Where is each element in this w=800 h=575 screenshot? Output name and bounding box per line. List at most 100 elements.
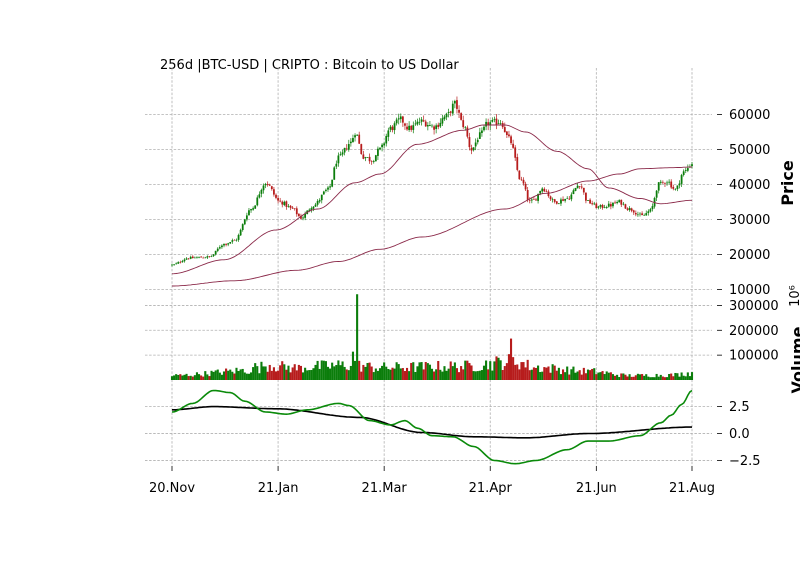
- volume-bar: [397, 364, 400, 380]
- candle-body: [678, 183, 681, 186]
- volume-bar: [624, 374, 627, 380]
- candle-body: [632, 210, 635, 213]
- candle-body: [462, 120, 465, 128]
- candle-body: [275, 194, 277, 198]
- volume-bar: [420, 362, 423, 380]
- volume-bar: [422, 369, 425, 380]
- candle-body: [187, 258, 190, 260]
- volume-bar: [381, 365, 384, 380]
- candle-body: [535, 199, 537, 201]
- volume-bar: [185, 373, 188, 380]
- volume-bar: [256, 366, 259, 380]
- volume-bar: [322, 360, 325, 380]
- candle-body: [329, 186, 331, 188]
- volume-bar: [464, 360, 467, 380]
- candle-body: [439, 122, 442, 127]
- volume-bar: [360, 371, 363, 380]
- candle-body: [335, 163, 338, 167]
- volume-bar: [451, 366, 454, 380]
- candle-body: [528, 200, 531, 201]
- volume-bar: [195, 372, 199, 380]
- volume-bar: [514, 364, 517, 380]
- candle-body: [514, 147, 517, 158]
- volume-bar: [491, 370, 494, 380]
- volume-bar: [175, 374, 178, 380]
- candle-body: [304, 213, 307, 218]
- volume-bar: [249, 372, 253, 380]
- candle-body: [218, 247, 221, 249]
- candle-body: [385, 135, 388, 144]
- volume-bar: [474, 371, 477, 380]
- candle-body: [524, 183, 527, 190]
- volume-bar: [541, 371, 544, 380]
- candle-body: [614, 202, 616, 204]
- candle-body: [470, 147, 473, 151]
- candle-body: [291, 207, 294, 209]
- volume-bar: [239, 369, 242, 380]
- volume-unit-label: 10⁶: [788, 285, 800, 307]
- volume-bar: [609, 372, 612, 380]
- volume-bar: [559, 374, 563, 380]
- volume-bar: [547, 366, 550, 380]
- volume-bar: [293, 364, 296, 380]
- candle-body: [404, 123, 406, 126]
- indicator-fast-line: [171, 389, 693, 465]
- candle-body: [435, 125, 438, 129]
- volume-bar: [395, 362, 398, 380]
- volume-bar: [561, 369, 565, 380]
- candle-body: [354, 135, 356, 138]
- volume-bar: [387, 369, 390, 380]
- volume-bar: [493, 361, 496, 380]
- volume-bar: [568, 374, 571, 380]
- candle-body: [356, 134, 359, 136]
- candle-body: [541, 188, 544, 192]
- volume-bar: [408, 371, 411, 380]
- candle-body: [177, 262, 180, 264]
- chart-title: 256d |BTC-USD | CRIPTO : Bitcoin to US D…: [160, 58, 459, 73]
- candle-body: [609, 204, 612, 207]
- candle-body: [447, 112, 450, 114]
- candle-body: [312, 206, 315, 209]
- candle-body: [453, 100, 456, 104]
- candle-body: [595, 203, 598, 209]
- indicator-tick-label: 2.5: [729, 400, 750, 415]
- candle-body: [287, 206, 290, 207]
- volume-bar: [576, 371, 579, 380]
- volume-bar: [358, 360, 361, 380]
- volume-bar: [401, 368, 404, 380]
- candle-body: [466, 127, 469, 137]
- volume-bar: [599, 372, 602, 380]
- volume-bar: [570, 369, 573, 380]
- x-tick-label: 21.Jun: [576, 481, 617, 496]
- volume-bar: [501, 370, 504, 380]
- volume-bar: [603, 374, 606, 380]
- volume-bar: [389, 369, 392, 380]
- candle-body: [672, 186, 675, 189]
- candle-body: [200, 256, 203, 258]
- volume-bars-group: [170, 294, 694, 380]
- volume-bar: [655, 373, 658, 380]
- candle-body: [406, 126, 408, 130]
- volume-bar: [262, 366, 265, 380]
- volume-bar: [212, 371, 215, 380]
- volume-bar: [589, 370, 592, 380]
- volume-bar: [545, 367, 548, 380]
- candle-body: [620, 199, 623, 205]
- candle-body: [256, 197, 259, 206]
- candle-body: [370, 161, 373, 162]
- volume-bar: [663, 377, 667, 380]
- volume-bar: [507, 354, 511, 380]
- volume-bar: [252, 367, 255, 380]
- volume-bar: [524, 367, 527, 380]
- candle-body: [593, 203, 596, 205]
- candle-body: [478, 132, 481, 139]
- candle-body: [420, 119, 423, 122]
- candle-body: [643, 215, 646, 216]
- candle-body: [526, 190, 529, 200]
- volume-tick-label: 200000: [729, 324, 779, 339]
- candle-body: [572, 190, 575, 195]
- candle-body: [208, 256, 211, 257]
- volume-bar: [520, 362, 523, 380]
- candle-body: [374, 155, 377, 162]
- volume-bar: [613, 375, 617, 380]
